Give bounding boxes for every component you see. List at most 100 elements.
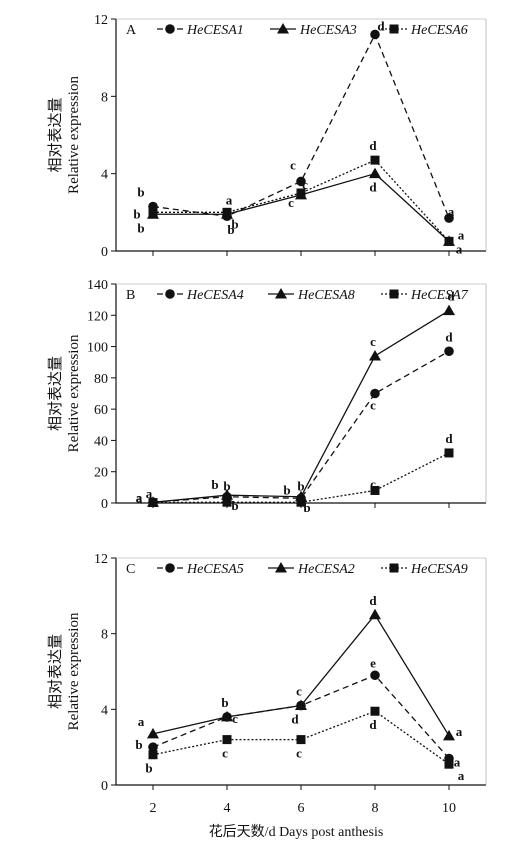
legend-marker: [165, 289, 175, 299]
x-axis-label: 花后天数/d Days post anthesis: [209, 824, 384, 840]
significance-letter: b: [145, 761, 152, 776]
y-axis-label-en: Relative expression: [66, 334, 82, 452]
data-point: [148, 207, 158, 217]
data-point: [222, 735, 232, 745]
y-axis-label-cn: 相对表达量: [47, 97, 64, 172]
panel-b: 0 20 40 60 80 100 120 140 相对表达量 Relative expressi…: [47, 278, 487, 515]
legend-label: HeCESA1: [186, 23, 244, 38]
significance-letter: d: [369, 717, 377, 732]
series-HeCESA8: a b b c d: [136, 289, 455, 507]
y-tick-label: 4: [101, 168, 108, 183]
y-tick-label: 4: [101, 703, 108, 718]
significance-letter: a: [458, 768, 465, 783]
legend-label: HeCESA2: [297, 562, 355, 577]
data-point: [295, 699, 307, 711]
significance-letter: b: [231, 216, 238, 231]
legend-label: HeCESA4: [186, 288, 244, 303]
y-axis-label-cn: 相对表达量: [47, 634, 64, 709]
significance-letter: d: [445, 431, 453, 446]
legend-label: HeCESA9: [410, 562, 468, 577]
y-tick-label: 0: [101, 779, 108, 794]
legend-marker: [165, 563, 175, 573]
significance-letter: c: [296, 746, 302, 761]
data-point: [148, 742, 158, 752]
panel-label: A: [126, 23, 137, 38]
legend-marker: [165, 24, 175, 34]
y-tick-label: 40: [94, 434, 108, 449]
panel-c: 0 4 8 12 2 4 6 8 10 相对表达量 Relative expression C HeCE…: [47, 552, 487, 816]
significance-letter: d: [377, 18, 385, 33]
legend-marker: [389, 563, 399, 573]
legend-marker: [275, 288, 287, 299]
legend-marker: [389, 24, 399, 34]
y-tick-label: 120: [87, 309, 108, 324]
data-point: [444, 236, 454, 246]
data-point: [148, 498, 158, 508]
legend-marker: [277, 23, 289, 34]
y-tick-label: 20: [94, 466, 108, 481]
data-point: [370, 485, 380, 495]
legend-entry: HeCESA2: [268, 562, 355, 577]
panel-label: C: [126, 562, 135, 577]
legend-entry: HeCESA3: [270, 23, 357, 38]
significance-letter: c: [302, 177, 308, 192]
legend-label: HeCESA8: [297, 288, 355, 303]
y-tick-label: 60: [94, 403, 108, 418]
series-HeCESA9: b c c d a: [145, 706, 465, 783]
data-point: [296, 497, 306, 507]
significance-letter: b: [221, 695, 228, 710]
y-axis-label-cn: 相对表达量: [47, 356, 64, 431]
legend-entry: HeCESA7: [381, 288, 469, 303]
y-tick-label: 0: [101, 245, 108, 260]
panel-a: 0 4 8 12 相对表达量 Relative expression A HeCESA1 HeC…: [47, 13, 487, 260]
data-point: [370, 388, 380, 399]
data-point: [444, 346, 454, 357]
y-tick-label: 80: [94, 372, 108, 387]
data-point: [148, 750, 158, 760]
significance-letter: c: [290, 157, 296, 172]
significance-letter: b: [223, 479, 230, 494]
x-tick-label: 10: [442, 801, 456, 816]
y-axis-label-en: Relative expression: [66, 76, 82, 194]
legend-label: HeCESA3: [299, 23, 357, 38]
significance-letter: b: [137, 220, 144, 235]
data-point: [444, 213, 454, 223]
significance-letter: c: [370, 398, 376, 413]
y-tick-label: 12: [94, 552, 108, 567]
y-tick-label: 100: [87, 341, 108, 356]
y-tick-label: 0: [101, 497, 108, 512]
significance-letter: c: [370, 334, 376, 349]
significance-letter: c: [232, 711, 238, 726]
data-point: [370, 29, 380, 40]
significance-letter: c: [288, 195, 294, 210]
significance-letter: b: [231, 498, 238, 513]
significance-letter: a: [454, 755, 461, 770]
data-point: [443, 729, 455, 741]
x-tick-label: 2: [150, 801, 157, 816]
significance-letter: d: [369, 138, 377, 153]
data-point: [222, 497, 232, 507]
data-point: [443, 304, 455, 316]
significance-letter: a: [138, 714, 145, 729]
significance-letter: b: [137, 185, 144, 200]
y-axis-label-en: Relative expression: [66, 612, 82, 730]
data-point: [296, 176, 306, 187]
x-tick-label: 6: [298, 801, 305, 816]
significance-letter: a: [448, 204, 455, 219]
significance-letter: a: [136, 490, 143, 505]
significance-letter: b: [227, 222, 234, 237]
significance-letter: b: [135, 737, 142, 752]
series-line: [152, 310, 450, 503]
data-point: [222, 207, 232, 217]
data-point: [370, 706, 380, 716]
series-HeCESA4: a b bcd: [146, 329, 454, 508]
legend-entry: HeCESA8: [268, 288, 355, 303]
significance-letter: a: [456, 724, 463, 739]
series-line: [152, 350, 450, 503]
significance-letter: e: [370, 655, 376, 670]
series-HeCESA7: ab bcd: [136, 431, 454, 515]
legend-entry: HeCESA9: [381, 562, 468, 577]
x-tick-label: 8: [372, 801, 379, 816]
significance-letter: b: [283, 483, 290, 498]
